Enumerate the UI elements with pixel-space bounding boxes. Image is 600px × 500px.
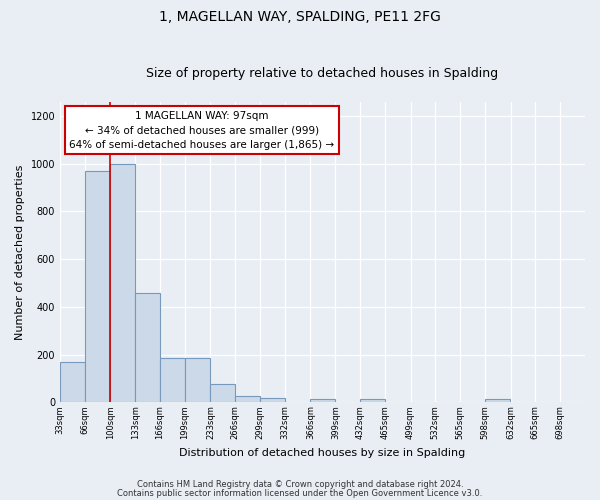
Text: Contains HM Land Registry data © Crown copyright and database right 2024.: Contains HM Land Registry data © Crown c… <box>137 480 463 489</box>
Text: Contains public sector information licensed under the Open Government Licence v3: Contains public sector information licen… <box>118 489 482 498</box>
Bar <box>310 399 335 402</box>
Bar <box>235 396 260 402</box>
Title: Size of property relative to detached houses in Spalding: Size of property relative to detached ho… <box>146 66 499 80</box>
Bar <box>485 399 510 402</box>
Bar <box>211 384 235 402</box>
Bar <box>260 398 285 402</box>
Bar <box>85 171 110 402</box>
Bar <box>60 362 85 403</box>
Text: 1, MAGELLAN WAY, SPALDING, PE11 2FG: 1, MAGELLAN WAY, SPALDING, PE11 2FG <box>159 10 441 24</box>
Bar <box>110 164 135 402</box>
Text: 1 MAGELLAN WAY: 97sqm
← 34% of detached houses are smaller (999)
64% of semi-det: 1 MAGELLAN WAY: 97sqm ← 34% of detached … <box>69 110 334 150</box>
Bar <box>160 358 185 403</box>
Bar <box>135 292 160 403</box>
Bar <box>185 358 210 403</box>
Bar <box>360 399 385 402</box>
X-axis label: Distribution of detached houses by size in Spalding: Distribution of detached houses by size … <box>179 448 466 458</box>
Y-axis label: Number of detached properties: Number of detached properties <box>15 164 25 340</box>
